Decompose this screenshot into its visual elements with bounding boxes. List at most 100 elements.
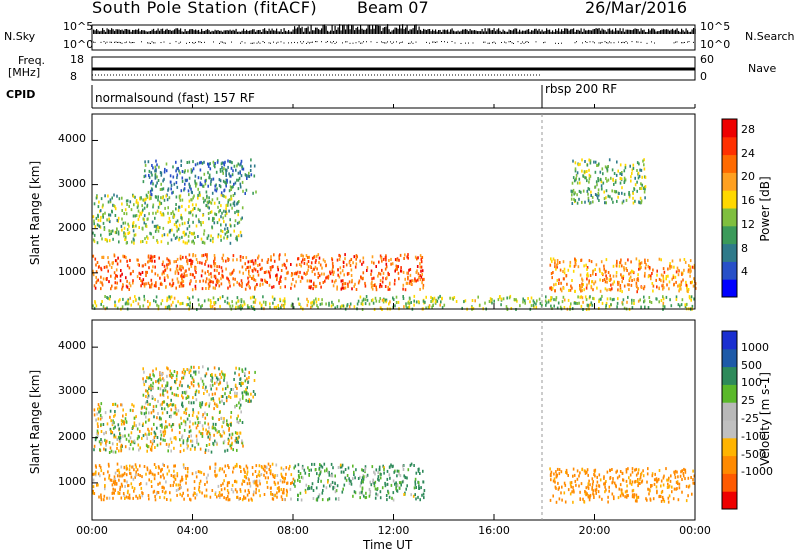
velocity-cell xyxy=(114,410,116,413)
power-cell xyxy=(591,303,594,307)
velocity-cell xyxy=(667,496,670,500)
power-cell xyxy=(297,275,300,279)
power-cell xyxy=(115,274,117,277)
power-cell xyxy=(172,300,174,304)
velocity-cell xyxy=(104,477,106,481)
power-cell xyxy=(577,163,580,167)
nsky-bar xyxy=(321,28,323,34)
power-cell xyxy=(134,298,137,302)
velocity-cell xyxy=(172,483,174,487)
nsky-bar xyxy=(103,30,105,34)
power-cell xyxy=(121,217,123,221)
power-cell xyxy=(689,267,692,271)
nsky-bar xyxy=(502,29,504,34)
velocity-cell xyxy=(147,391,149,395)
power-cell xyxy=(226,178,228,182)
velocity-cell xyxy=(245,476,247,480)
velocity-cell xyxy=(234,405,236,409)
power-cell xyxy=(589,159,592,163)
nsearch-dot xyxy=(241,41,243,43)
power-cell xyxy=(170,303,173,307)
power-cell xyxy=(299,279,302,283)
power-cell xyxy=(301,276,304,280)
power-cell xyxy=(206,236,209,240)
velocity-cell xyxy=(173,393,176,397)
power-cell xyxy=(558,278,560,282)
nsky-bar xyxy=(160,28,162,34)
power-cell xyxy=(313,267,315,271)
power-cell xyxy=(141,227,144,230)
velocity-cell xyxy=(223,439,226,443)
power-cell xyxy=(329,272,332,276)
velocity-cell xyxy=(194,496,197,500)
velocity-cell xyxy=(180,478,183,482)
nsearch-dot xyxy=(543,42,544,44)
velocity-cell xyxy=(212,416,214,420)
power-cell xyxy=(142,198,144,202)
nsearch-dot xyxy=(412,42,414,44)
velocity-cell xyxy=(555,473,558,477)
power-cell xyxy=(638,267,640,271)
power-cell xyxy=(644,266,647,270)
power-cell xyxy=(658,300,660,304)
power-cell xyxy=(187,239,190,243)
power-cell xyxy=(133,233,136,237)
nsearch-dot xyxy=(100,41,102,43)
power-cell xyxy=(233,203,236,207)
velocity-cell xyxy=(596,475,598,479)
power-cell xyxy=(141,271,144,274)
velocity-cell xyxy=(413,486,416,490)
power-cell xyxy=(580,304,583,308)
power-cell xyxy=(694,286,697,290)
power-cell xyxy=(175,203,177,206)
velocity-cell xyxy=(549,498,552,502)
power-cell xyxy=(125,241,128,245)
nsearch-dot xyxy=(390,41,391,43)
velocity-cell xyxy=(291,481,294,485)
velocity-cell xyxy=(167,444,170,448)
power-cell xyxy=(612,178,614,182)
velocity-cell xyxy=(98,440,101,444)
velocity-cell xyxy=(372,480,374,484)
velocity-cell xyxy=(378,465,381,469)
power-cell xyxy=(213,221,216,225)
nsearch-dot xyxy=(109,41,111,43)
power-cell xyxy=(184,178,187,182)
velocity-cell xyxy=(258,474,261,478)
velocity-cell xyxy=(181,494,183,498)
power-cell xyxy=(331,270,334,274)
velocity-cell xyxy=(112,496,114,500)
nsky-bar xyxy=(603,29,605,34)
power-cell xyxy=(554,289,556,293)
nsearch-dot xyxy=(447,41,448,43)
power-cell xyxy=(419,254,422,258)
nsky-bar xyxy=(177,28,179,34)
power-cell xyxy=(257,264,259,267)
velocity-cell xyxy=(334,482,336,486)
power-cell xyxy=(156,209,159,213)
power-cell xyxy=(132,269,134,273)
velocity-cell xyxy=(317,480,319,483)
velocity-cell xyxy=(327,479,329,482)
velocity-cell xyxy=(146,468,149,472)
velocity-cell xyxy=(122,414,124,418)
nsky-bar xyxy=(546,28,548,34)
velocity-cell xyxy=(285,466,288,470)
nsky-bar xyxy=(384,27,386,34)
velocity-cell xyxy=(587,473,589,477)
power-cell xyxy=(143,206,146,210)
power-cell xyxy=(115,286,118,290)
nsearch-dot xyxy=(114,41,115,43)
nsearch-dot xyxy=(118,41,120,43)
nsky-bar xyxy=(318,29,320,34)
power-cell xyxy=(213,262,215,266)
nsky-bar xyxy=(219,30,221,34)
velocity-cell xyxy=(678,482,681,486)
nsky-bar xyxy=(427,29,429,34)
power-cell xyxy=(117,232,120,236)
velocity-cell xyxy=(140,411,143,415)
power-cell xyxy=(277,304,279,307)
velocity-cell xyxy=(625,479,628,483)
power-cell xyxy=(348,280,351,284)
power-cell xyxy=(344,253,346,257)
